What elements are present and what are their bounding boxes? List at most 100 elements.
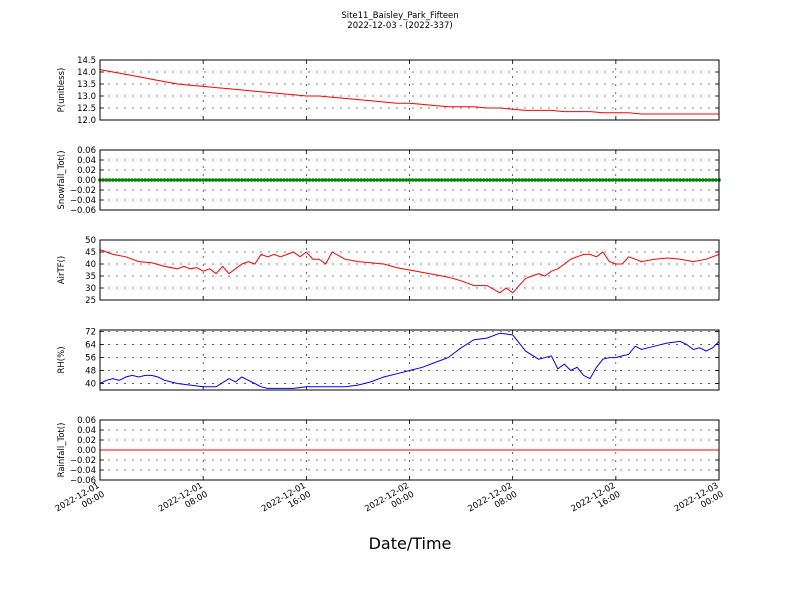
scatter-point <box>140 178 144 182</box>
panel-2: 0.060.040.020.00−0.02−0.04−0.06Snowfall_… <box>57 146 721 216</box>
y-tick-label: −0.04 <box>70 466 96 476</box>
x-tick-label: 2022-12-0200:00 <box>363 481 416 523</box>
y-tick-label: 0.00 <box>77 176 96 186</box>
scatter-point <box>623 178 628 182</box>
x-tick-label: 2022-12-0208:00 <box>466 481 519 523</box>
scatter-point <box>520 178 525 182</box>
axes-frame <box>99 329 720 391</box>
scatter-point <box>649 178 654 182</box>
scatter-point <box>607 178 612 182</box>
y-tick-label: 0.02 <box>77 166 96 176</box>
scatter-point <box>165 178 170 182</box>
scatter-point <box>327 178 331 182</box>
x-tick-label: 2022-12-0100:00 <box>54 481 107 523</box>
scatter-point <box>407 178 412 182</box>
y-tick-label: 12.0 <box>77 116 96 126</box>
y-tick-label: 48 <box>85 367 96 377</box>
scatter-point <box>530 178 534 182</box>
scatter-point <box>433 178 438 182</box>
y-tick-label: 72 <box>85 328 96 338</box>
scatter-point <box>559 178 563 182</box>
scatter-point <box>243 178 247 182</box>
y-tick-label: 0.02 <box>77 436 96 446</box>
scatter-point <box>568 178 573 182</box>
y-tick-label: 0.00 <box>77 446 96 456</box>
scatter-point <box>456 178 460 182</box>
scatter-point <box>352 178 357 182</box>
x-tick-label: 2022-12-0300:00 <box>673 481 726 523</box>
scatter-point <box>259 178 263 182</box>
scatter-point <box>143 178 147 182</box>
scatter-point <box>617 178 621 182</box>
scatter-point <box>536 178 541 182</box>
scatter-point <box>472 178 476 182</box>
scatter-point <box>414 178 418 182</box>
x-axis-title: Date/Time <box>368 534 452 553</box>
scatter-point <box>298 178 302 182</box>
axes-frame <box>99 419 720 481</box>
scatter-point <box>655 178 660 182</box>
scatter-point <box>114 178 118 182</box>
scatter-point <box>230 178 234 182</box>
scatter-point <box>265 178 270 182</box>
scatter-point <box>191 178 196 182</box>
scatter-point <box>149 178 154 182</box>
y-tick-label: 0.04 <box>77 426 96 436</box>
scatter-point <box>652 178 657 182</box>
scatter-point <box>497 178 502 182</box>
scatter-point <box>372 178 376 182</box>
scatter-point <box>301 178 305 182</box>
scatter-point <box>514 178 518 182</box>
x-tick-label: 2022-12-0116:00 <box>260 481 313 523</box>
scatter-point <box>468 178 473 182</box>
scatter-point <box>336 178 341 182</box>
scatter-point <box>533 178 538 182</box>
x-tick-labels: 2022-12-0100:00 2022-12-0108:00 2022-12-01… <box>54 481 726 523</box>
scatter-point <box>294 178 299 182</box>
scatter-point <box>198 178 202 182</box>
scatter-point <box>323 178 328 182</box>
y-tick-label: 35 <box>85 272 96 282</box>
scatter-point <box>659 178 663 182</box>
scatter-point <box>146 178 151 182</box>
scatter-point <box>314 178 318 182</box>
scatter-point <box>678 178 683 182</box>
panel-1: 14.5 14.0 13.5 13.0 12.5 12.0 P(unitless) <box>57 56 720 126</box>
scatter-point <box>585 178 589 182</box>
axes-frame <box>99 149 720 211</box>
scatter-point <box>601 178 605 182</box>
y-axis-label: P(unitless) <box>57 68 67 113</box>
y-tick-label: −0.02 <box>70 456 96 466</box>
scatter-point <box>597 178 602 182</box>
scatter-point <box>304 178 309 182</box>
scatter-point <box>188 178 193 182</box>
scatter-point <box>630 178 634 182</box>
scatter-point <box>562 178 567 182</box>
scatter-point <box>288 178 293 182</box>
y-tick-label: 0.06 <box>77 146 96 156</box>
axes-frame <box>99 59 720 121</box>
scatter-point <box>443 178 447 182</box>
y-tick-label: 14.5 <box>77 56 96 66</box>
scatter-point <box>485 178 489 182</box>
scatter-point <box>194 178 199 182</box>
scatter-point <box>404 178 409 182</box>
y-tick-label: 64 <box>85 341 96 351</box>
scatter-point <box>178 178 183 182</box>
y-tick-label: 40 <box>85 380 96 390</box>
scatter-point <box>672 178 676 182</box>
scatter-point <box>439 178 444 182</box>
y-tick-label: 12.5 <box>77 104 96 114</box>
scatter-point <box>339 178 344 182</box>
scatter-point <box>681 178 686 182</box>
scatter-point <box>369 178 373 182</box>
scatter-point <box>572 178 576 182</box>
scatter-point <box>307 178 312 182</box>
scatter-point <box>156 178 160 182</box>
scatter-point <box>343 178 347 182</box>
scatter-point <box>420 178 425 182</box>
y-tick-label: 45 <box>85 248 96 258</box>
scatter-point <box>481 178 486 182</box>
series-line <box>99 249 720 294</box>
